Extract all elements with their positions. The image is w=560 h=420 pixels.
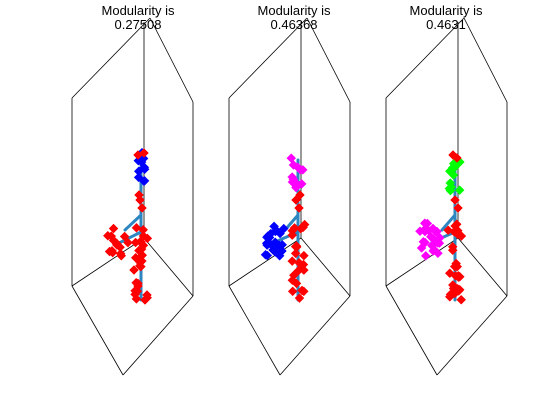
- panel-2-node-30: [262, 240, 272, 250]
- panel-2-node-48: [298, 286, 309, 297]
- panel-1-node-55: [140, 295, 150, 305]
- panel-3-node-34: [428, 223, 438, 234]
- panel-2-box-edge-2: [306, 17, 351, 103]
- panel-3-node-62: [452, 153, 462, 163]
- panel-2-node-58: [298, 265, 309, 275]
- panel-1-title: Modularity is 0.27508: [58, 4, 218, 32]
- panel-2-node-24: [278, 223, 289, 234]
- panel-2-node-37: [287, 286, 298, 297]
- panel-3-node-12: [446, 182, 457, 192]
- panel-2-node-54: [289, 270, 299, 281]
- panel-3-modularity-value: 0.4631: [426, 17, 466, 32]
- panel-3-title: Modularity is 0.4631: [366, 4, 526, 32]
- panel-2-node-61: [295, 190, 305, 200]
- panel-3-node-10: [447, 162, 458, 173]
- panel-2-title-line1: Modularity is: [257, 3, 331, 18]
- panel-3-node-27: [422, 218, 433, 229]
- panel-2-node-57: [290, 248, 301, 259]
- panel-1-node-29: [142, 233, 153, 244]
- panel-2-node-52: [294, 257, 304, 268]
- panel-2-box-edge-8: [300, 237, 351, 297]
- panel-2-node-25: [274, 250, 285, 261]
- panel-1-node-30: [135, 260, 145, 271]
- panel-3-node-55: [443, 225, 453, 236]
- panel-1-box-edge-2: [149, 17, 194, 103]
- panel-2-node-60: [294, 203, 304, 213]
- panel-1-node-51: [103, 230, 113, 241]
- panel-2-node-32: [269, 221, 279, 232]
- panel-3-node-60: [452, 229, 463, 240]
- panel-1-node-36: [134, 245, 144, 256]
- panel-2-node-47: [287, 225, 298, 236]
- panel-3-node-18: [420, 251, 431, 261]
- panel-1-modularity-value: 0.27508: [114, 17, 162, 32]
- panel-3-node-57: [450, 288, 460, 299]
- panel-2-node-12: [296, 179, 307, 189]
- panel-1-node-26: [131, 222, 142, 233]
- panel-1-node-39: [135, 237, 146, 247]
- panel-3-node-52: [444, 268, 455, 279]
- panel-3-node-48: [450, 221, 461, 231]
- panel-3-node-59: [453, 272, 464, 283]
- panel-1-node-41: [108, 223, 119, 234]
- panel-2-node-49: [291, 278, 302, 289]
- panel-1-box-edge-8: [143, 237, 194, 297]
- panel-1-node-56: [133, 281, 143, 291]
- panel-3-node-31: [420, 226, 430, 237]
- panel-3-node-1: [454, 185, 465, 195]
- panel-3-node-45: [456, 294, 467, 305]
- panel-1-node-9: [139, 176, 149, 187]
- panel-2-node-9: [295, 164, 306, 175]
- panel-2-node-50: [299, 250, 309, 261]
- panel-1-node-15: [134, 190, 144, 200]
- panel-3-node-58: [452, 261, 463, 272]
- panel-3-node-63: [450, 195, 460, 205]
- panel-2-node-31: [262, 250, 273, 261]
- panel-3-box-edge-1: [385, 17, 465, 99]
- panel-3-node-64: [453, 203, 463, 213]
- panel-2-title: Modularity is 0.46368: [214, 4, 374, 32]
- panel-2-box-edge-7: [228, 237, 302, 287]
- panel-2-box-edge-1: [228, 17, 308, 99]
- panel-3-node-33: [427, 240, 437, 251]
- panel-1-node-50: [104, 246, 115, 257]
- panel-1-box-edge-1: [71, 17, 151, 99]
- panel-3-network-edge-3: [440, 213, 457, 232]
- panel-1-node-45: [115, 248, 126, 259]
- panel-1-network-edge-3: [123, 213, 143, 232]
- panel-1-node-57: [129, 265, 139, 275]
- panel-2-node-44: [294, 293, 305, 303]
- panel-2-node-34: [265, 228, 276, 239]
- panel-2-node-11: [288, 174, 299, 185]
- panel-1-node-14: [137, 203, 147, 213]
- panel-3-box-edge-8: [457, 237, 508, 297]
- panel-1-title-line1: Modularity is: [101, 3, 175, 18]
- panel-3-node-4: [448, 170, 459, 180]
- panel-1-node-46: [123, 237, 133, 248]
- panel-2-box-edge-6: [279, 295, 351, 376]
- panel-3-box-edge-2: [463, 17, 508, 103]
- panel-1-node-12: [139, 148, 149, 158]
- panel-2-node-46: [287, 256, 298, 266]
- panel-1-node-53: [115, 242, 125, 253]
- panel-3-node-50: [447, 241, 458, 252]
- panel-2-box-edge-5: [228, 285, 281, 376]
- panel-2-node-33: [270, 237, 281, 248]
- panel-1-node-44: [119, 231, 130, 242]
- panel-2-node-56: [298, 222, 308, 233]
- panel-3-title-line1: Modularity is: [409, 3, 483, 18]
- panel-1-node-28: [130, 252, 141, 263]
- panel-3-box-edge-7: [385, 237, 459, 287]
- panel-3-node-32: [420, 237, 430, 248]
- panel-3-box-edge-6: [436, 295, 508, 376]
- panel-1-box-edge-5: [71, 285, 124, 376]
- panel-2-modularity-value: 0.46368: [270, 17, 318, 32]
- panel-2-node-10: [288, 160, 299, 170]
- panel-3-box-edge-5: [385, 285, 438, 376]
- panel-1-box-edge-6: [122, 295, 194, 376]
- panel-1-box-edge-7: [71, 237, 145, 287]
